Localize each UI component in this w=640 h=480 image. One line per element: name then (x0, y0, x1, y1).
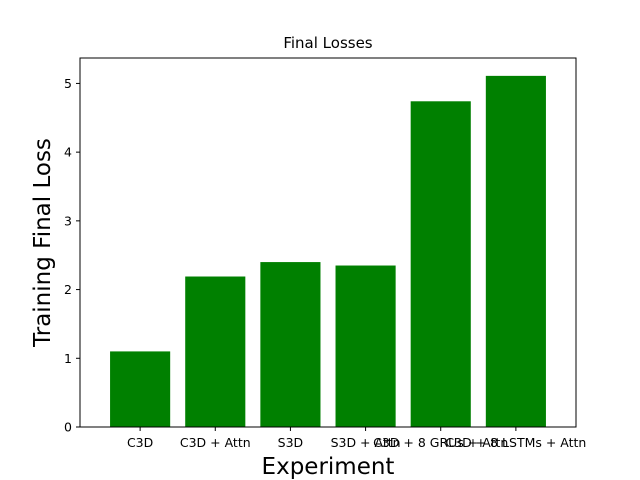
bar-3 (335, 265, 396, 427)
x-tick-label-1: C3D + Attn (180, 435, 251, 450)
y-tick-label-0: 0 (64, 420, 72, 435)
chart-title: Final Losses (283, 34, 372, 52)
bar-1 (185, 276, 246, 427)
bar-2 (260, 262, 321, 427)
x-tick-label-2: S3D (278, 435, 304, 450)
y-axis: 0 1 2 3 4 5 (64, 76, 80, 435)
x-tick-label-4: C3D + 8 GRUs + Attn (373, 435, 508, 450)
y-tick-label-4: 4 (64, 145, 72, 160)
x-tick-label-3: S3D + Attn (331, 435, 401, 450)
y-axis-label: Training Final Loss (30, 138, 56, 348)
x-tick-label-0: C3D (127, 435, 153, 450)
bars-layer (110, 75, 546, 428)
y-tick-label-5: 5 (64, 76, 72, 91)
x-axis-label: Experiment (262, 454, 395, 480)
y-tick-label-3: 3 (64, 213, 72, 228)
y-tick-label-1: 1 (64, 351, 72, 366)
y-tick-label-2: 2 (64, 282, 72, 297)
x-tick-label-5: C3D + 8 LSTMs + Attn (445, 435, 586, 450)
bar-5 (485, 75, 546, 428)
plot-frame (79, 57, 577, 428)
bar-0 (110, 351, 171, 427)
bar-4 (410, 101, 471, 427)
